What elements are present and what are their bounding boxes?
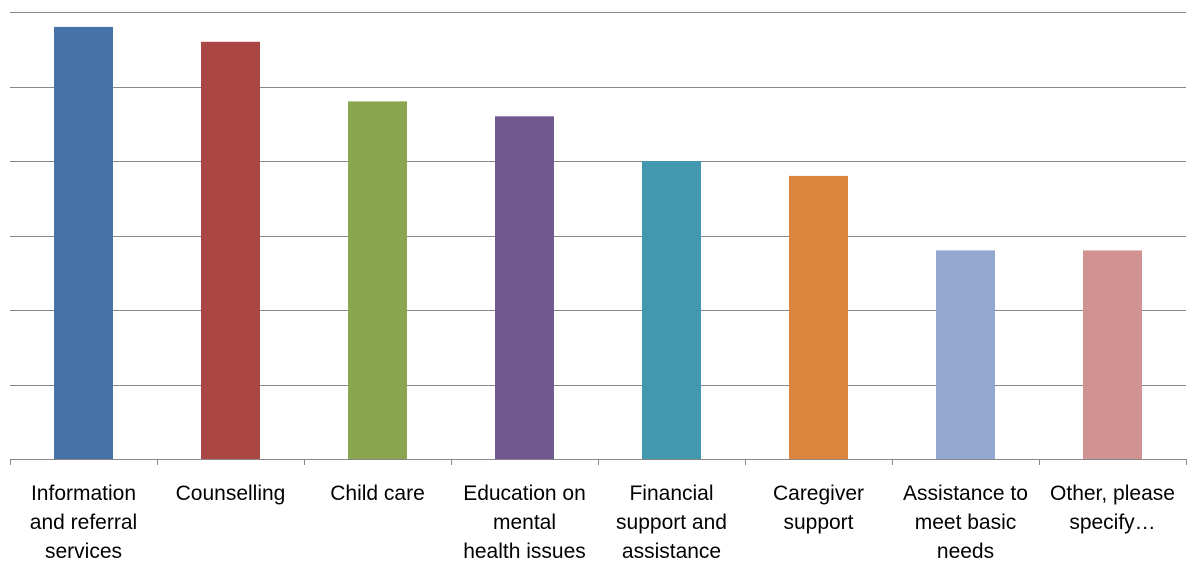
bars (54, 26, 1142, 460)
x-axis (10, 459, 1187, 465)
bar-3 (495, 116, 554, 460)
bar-6 (936, 250, 995, 459)
bar-4 (642, 161, 701, 459)
bar-5 (789, 175, 848, 459)
bar-7 (1083, 250, 1142, 459)
bar-1 (201, 41, 260, 460)
bar-2 (348, 101, 407, 460)
gridlines (10, 12, 1186, 386)
bar-0 (54, 26, 113, 460)
